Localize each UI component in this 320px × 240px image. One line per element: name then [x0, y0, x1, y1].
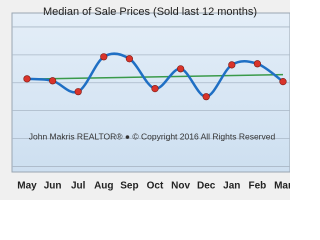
data-point — [177, 65, 185, 73]
data-point — [253, 60, 261, 68]
data-point — [279, 78, 287, 86]
trend-line — [26, 73, 284, 80]
x-tick-label: Jan — [223, 181, 240, 192]
data-point — [151, 84, 159, 93]
watermark: John Makris REALTOR® ● © Copyright 2016 … — [29, 131, 276, 141]
x-tick-label: May — [17, 181, 37, 192]
data-point — [202, 93, 210, 101]
plot-area — [11, 12, 290, 173]
chart-title: Median of Sale Prices (Sold last 12 mont… — [43, 6, 257, 18]
data-point — [23, 75, 31, 83]
x-tick-label: Dec — [197, 181, 216, 192]
x-tick-label: Nov — [171, 181, 190, 192]
data-point — [228, 61, 236, 69]
x-tick-label: Jul — [71, 181, 86, 192]
data-point — [48, 77, 57, 85]
x-tick-label: Mar — [274, 181, 290, 192]
data-point — [74, 88, 82, 96]
x-tick-label: Feb — [249, 181, 267, 192]
x-tick-label: Jun — [44, 181, 62, 192]
x-tick-label: Aug — [94, 181, 113, 192]
chart: Median of Sale Prices (Sold last 12 mont… — [0, 0, 290, 200]
x-tick-label: Sep — [120, 181, 138, 192]
x-tick-label: Oct — [147, 181, 164, 192]
data-point — [125, 55, 133, 63]
data-point — [100, 53, 108, 61]
